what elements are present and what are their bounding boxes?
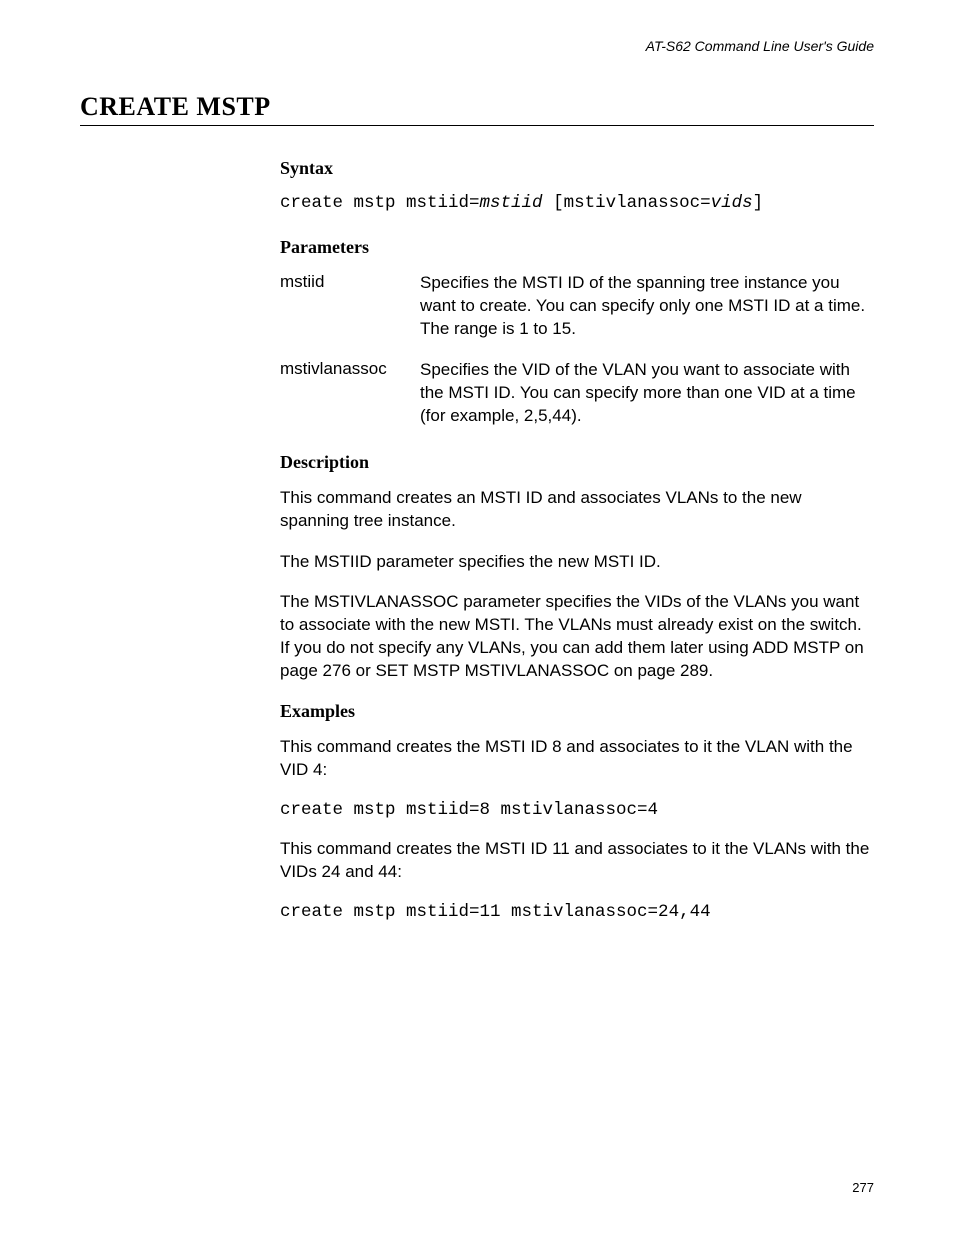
parameter-desc: Specifies the MSTI ID of the spanning tr… — [420, 272, 874, 341]
example-intro: This command creates the MSTI ID 11 and … — [280, 838, 874, 884]
parameter-row: mstiid Specifies the MSTI ID of the span… — [280, 272, 874, 341]
description-para: This command creates an MSTI ID and asso… — [280, 487, 874, 533]
parameters-heading: Parameters — [280, 237, 874, 258]
parameter-name: mstiid — [280, 272, 420, 341]
parameter-desc: Specifies the VID of the VLAN you want t… — [420, 359, 874, 428]
parameters-table: mstiid Specifies the MSTI ID of the span… — [280, 272, 874, 428]
content-column: Syntax create mstp mstiid=mstiid [mstivl… — [280, 158, 874, 922]
example-intro: This command creates the MSTI ID 8 and a… — [280, 736, 874, 782]
page-title: CREATE MSTP — [80, 92, 874, 126]
syntax-var: mstiid — [480, 193, 543, 213]
syntax-var: vids — [711, 193, 753, 213]
syntax-literal: create mstp mstiid= — [280, 193, 480, 213]
examples-heading: Examples — [280, 701, 874, 722]
description-heading: Description — [280, 452, 874, 473]
example-code: create mstp mstiid=8 mstivlanassoc=4 — [280, 800, 874, 820]
description-para: The MSTIVLANASSOC parameter specifies th… — [280, 591, 874, 683]
page-number: 277 — [852, 1180, 874, 1195]
syntax-literal: ] — [753, 193, 764, 213]
page: AT-S62 Command Line User's Guide CREATE … — [0, 0, 954, 1235]
example-code: create mstp mstiid=11 mstivlanassoc=24,4… — [280, 902, 874, 922]
running-head: AT-S62 Command Line User's Guide — [80, 38, 874, 54]
syntax-literal: [mstivlanassoc= — [543, 193, 711, 213]
syntax-heading: Syntax — [280, 158, 874, 179]
parameter-row: mstivlanassoc Specifies the VID of the V… — [280, 359, 874, 428]
description-para: The MSTIID parameter specifies the new M… — [280, 551, 874, 574]
parameter-name: mstivlanassoc — [280, 359, 420, 428]
syntax-line: create mstp mstiid=mstiid [mstivlanassoc… — [280, 193, 874, 213]
